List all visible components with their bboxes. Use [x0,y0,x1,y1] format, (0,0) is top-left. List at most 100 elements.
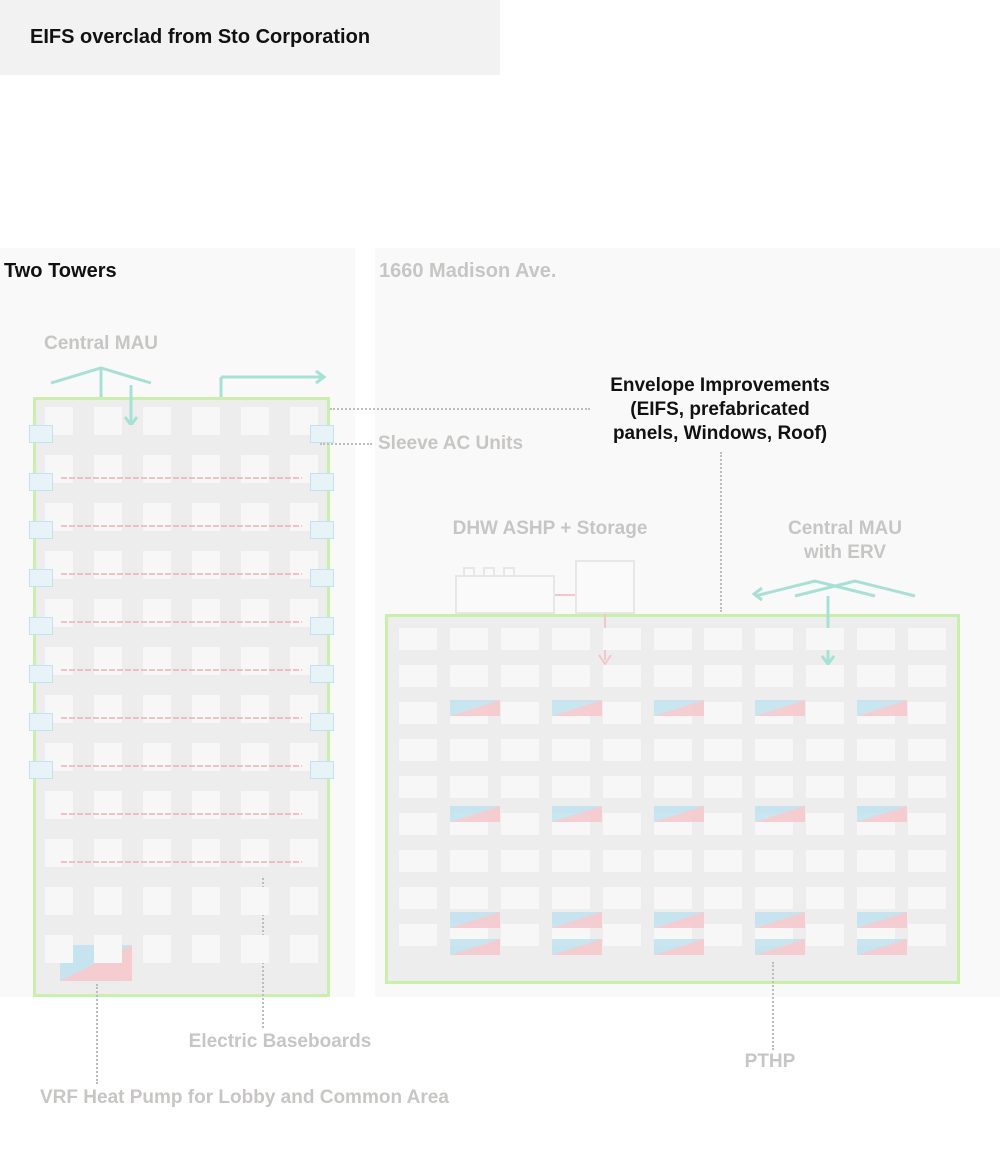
label-pthp: PTHP [720,1050,820,1074]
pthp-unit [450,912,500,928]
window [192,935,220,963]
window [290,935,318,963]
pthp-unit [450,939,500,955]
window [755,850,793,872]
pthp-unit [552,806,602,822]
window [908,813,946,835]
window [704,887,742,909]
electric-baseboard [61,621,302,623]
window [704,739,742,761]
window [552,776,590,798]
leader-envelope-down [720,452,722,612]
dhw-unit [455,575,555,614]
window [806,739,844,761]
pthp-unit [755,939,805,955]
pthp-unit [450,806,500,822]
label-dhw: DHW ASHP + Storage [390,517,710,541]
window [501,850,539,872]
sleeve-ac-unit [29,617,53,635]
window [552,628,590,650]
window [857,850,895,872]
window [192,407,220,435]
window [192,887,220,915]
window [806,887,844,909]
label-sleeve-ac: Sleeve AC Units [378,432,523,456]
window [94,407,122,435]
electric-baseboard [61,765,302,767]
panel-title-left: Two Towers [4,260,117,283]
label-envelope: Envelope Improvements (EIFS, prefabricat… [560,374,880,445]
window [806,628,844,650]
window [908,924,946,946]
window [399,924,437,946]
sleeve-ac-unit [310,521,334,539]
window [857,739,895,761]
window [450,739,488,761]
window [552,665,590,687]
window [450,776,488,798]
window [501,813,539,835]
window [908,850,946,872]
window [45,935,73,963]
window [704,665,742,687]
sleeve-ac-unit [29,425,53,443]
window [704,628,742,650]
window [399,850,437,872]
window [399,776,437,798]
panel-title-right: 1660 Madison Ave. [379,260,556,283]
window [399,887,437,909]
electric-baseboard [61,813,302,815]
window [450,850,488,872]
sleeve-ac-unit [29,521,53,539]
window [704,776,742,798]
window [654,850,692,872]
pthp-unit [755,912,805,928]
label-central-mau-left: Central MAU [44,332,158,356]
window [806,702,844,724]
sleeve-ac-unit [310,617,334,635]
pthp-unit [857,912,907,928]
label-central-mau-right: Central MAU with ERV [740,517,950,565]
window [450,665,488,687]
window [552,850,590,872]
window [908,887,946,909]
leader-pthp [772,962,774,1050]
window [603,702,641,724]
window [603,850,641,872]
window [654,739,692,761]
electric-baseboard [61,477,302,479]
electric-baseboard [61,717,302,719]
dhw-storage [575,560,635,614]
window [501,887,539,909]
pthp-unit [857,806,907,822]
window [857,628,895,650]
leader-vrf [96,984,98,1084]
pthp-unit [857,700,907,716]
pthp-unit [755,806,805,822]
label-cmau-r2: with ERV [740,541,950,565]
window [241,935,269,963]
window [399,665,437,687]
window [857,887,895,909]
window [704,813,742,835]
window [501,776,539,798]
window [241,887,269,915]
dhw-tab3 [503,567,515,575]
window [399,702,437,724]
electric-baseboard [61,573,302,575]
sleeve-ac-unit [310,665,334,683]
window [241,407,269,435]
sleeve-ac-unit [29,569,53,587]
label-envelope-l2: (EIFS, prefabricated [560,398,880,422]
window [908,702,946,724]
window [399,739,437,761]
sleeve-ac-unit [310,425,334,443]
pthp-unit [552,700,602,716]
window [603,776,641,798]
pthp-unit [552,912,602,928]
window [143,887,171,915]
window [552,887,590,909]
window [755,665,793,687]
electric-baseboard [61,861,302,863]
window [806,776,844,798]
